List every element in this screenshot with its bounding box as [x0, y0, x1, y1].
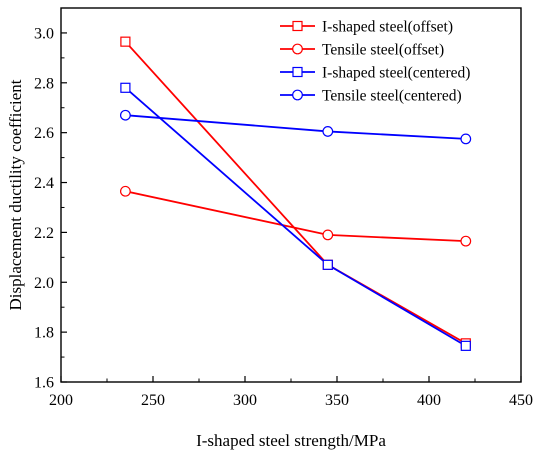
- y-tick-label: 2.0: [34, 275, 54, 292]
- legend-marker-3: [292, 89, 303, 101]
- y-tick-label: 2.2: [34, 225, 54, 242]
- legend-label-3: Tensile steel(centered): [322, 88, 462, 105]
- data-point-s2-p2: [460, 340, 471, 351]
- x-tick-label: 400: [417, 392, 441, 409]
- legend-label-2: I-shaped steel(centered): [322, 65, 470, 82]
- y-tick-label: 2.6: [34, 125, 54, 142]
- legend-marker-1: [292, 43, 303, 55]
- data-point-s1-p2: [460, 235, 472, 247]
- y-tick-label: 2.8: [34, 75, 54, 92]
- y-tick-label: 1.6: [34, 375, 54, 392]
- data-point-s2-p0: [120, 82, 131, 93]
- plot-area: 200 250 300 350 400 450 1.6 1.8 2.0 2.2 2.4 2.6 2.8 3…: [34, 7, 533, 409]
- data-point-s3-p0: [119, 109, 131, 121]
- data-point-s1-p1: [322, 229, 334, 241]
- x-axis-title: I-shaped steel strength/MPa: [196, 431, 386, 450]
- y-axis-title: Displacement ductility coefficient: [6, 79, 25, 310]
- series-line-3: [125, 114, 466, 140]
- series-line-1: [125, 190, 466, 243]
- data-point-s0-p0: [120, 36, 131, 47]
- x-tick-label: 350: [325, 392, 349, 409]
- legend-label-0: I-shaped steel(offset): [322, 19, 453, 36]
- legend: I-shaped steel(offset) Tensile steel(offs…: [280, 19, 470, 105]
- data-point-s3-p1: [322, 126, 334, 137]
- x-tick-label: 200: [49, 392, 73, 409]
- data-point-s3-p2: [460, 133, 472, 145]
- y-tick-label: 3.0: [34, 25, 54, 42]
- x-tick-label: 450: [509, 392, 533, 409]
- legend-marker-2: [292, 66, 303, 78]
- legend-label-1: Tensile steel(offset): [322, 42, 444, 59]
- y-tick-label: 1.8: [34, 325, 54, 342]
- x-tick-label: 300: [233, 392, 257, 409]
- data-point-s2-p1: [322, 259, 333, 270]
- legend-marker-0: [292, 20, 303, 32]
- x-tick-label: 250: [141, 392, 165, 409]
- series-line-2: [124, 87, 467, 347]
- data-point-s1-p0: [119, 185, 131, 197]
- y-tick-label: 2.4: [34, 175, 54, 192]
